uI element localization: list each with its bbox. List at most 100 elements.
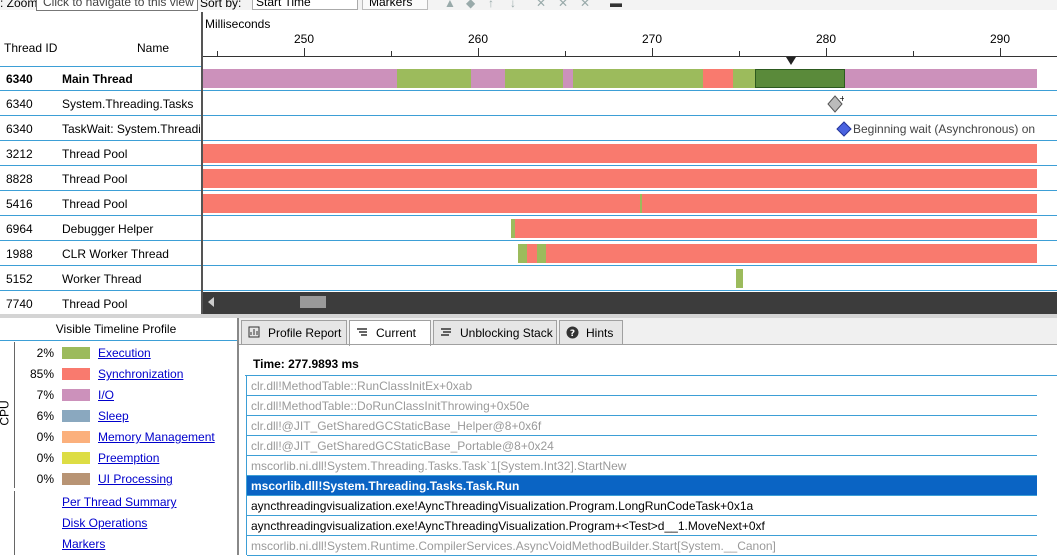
keyboard-icon[interactable]: ▬ [610,0,622,10]
profile-link[interactable]: Preemption [98,451,160,465]
color-swatch [62,347,90,359]
profile-pct: 6% [36,409,54,423]
disk-operations-link[interactable]: Disk Operations [62,516,148,530]
pane-splitter[interactable] [0,314,1057,318]
arrow-down-diamond-icon[interactable]: ◆ [466,0,476,10]
execution-segment[interactable] [640,194,642,213]
profile-item-io: 7% I/O [20,385,230,405]
synchronization-segment[interactable] [546,244,1037,263]
io-segment[interactable] [203,69,397,88]
sort-select[interactable]: Start Time [252,0,358,10]
profile-link[interactable]: I/O [98,388,115,402]
stack-frame[interactable]: clr.dll!@JIT_GetSharedGCStaticBase_Helpe… [247,416,1037,436]
thread-lane[interactable] [203,219,1037,238]
scroll-thumb[interactable] [300,296,326,308]
execution-segment[interactable] [505,69,563,88]
selected-execution-segment[interactable] [755,69,845,88]
thread-row-clr-worker[interactable]: 1988 CLR Worker Thread [0,241,1057,266]
profile-link[interactable]: UI Processing [98,472,173,486]
markers-button[interactable]: Markers [362,0,428,10]
stack-frame-selected[interactable]: mscorlib.dll!System.Threading.Tasks.Task… [247,476,1037,496]
thread-id: 5152 [6,272,33,286]
panel-divider[interactable] [237,318,239,555]
synchronization-segment[interactable] [203,144,1037,163]
tab-unblocking-stack[interactable]: Unblocking Stack [433,320,557,344]
time-cursor-marker[interactable] [786,57,796,65]
profile-link[interactable]: Execution [98,346,151,360]
synchronization-segment[interactable] [203,169,1037,188]
tab-label: Profile Report [268,326,342,340]
stack-frame[interactable]: clr.dll!@JIT_GetSharedGCStaticBase_Porta… [247,436,1037,456]
thread-lane[interactable] [203,144,1037,163]
thread-lane[interactable] [203,194,1037,213]
column-name[interactable]: Name [137,41,170,55]
io-segment[interactable] [471,69,505,88]
thread-row-pool-7740[interactable]: 7740 Thread Pool [0,291,1057,315]
navigate-tooltip: Click to navigate to this view [36,0,198,11]
profile-pct: 7% [36,388,54,402]
tab-current[interactable]: Current [349,320,431,346]
thread-lane[interactable] [203,69,1037,88]
thread-row-debugger[interactable]: 6964 Debugger Helper [0,216,1057,241]
thread-lane[interactable] [203,169,1037,188]
thread-lane[interactable] [203,269,1037,288]
marker-text: Beginning wait (Asynchronous) on [853,122,1036,136]
task-marker-icon[interactable]: + [826,94,846,113]
stack-frame[interactable]: ayncthreadingvisualization.exe!AyncThrea… [247,496,1037,516]
tab-profile-report[interactable]: Profile Report [241,320,347,344]
frame-text: clr.dll!@JIT_GetSharedGCStaticBase_Porta… [251,439,554,453]
horizontal-scrollbar[interactable] [203,292,1057,314]
execution-segment[interactable] [736,269,743,288]
thread-name: Main Thread [62,72,133,86]
stack-frame[interactable]: clr.dll!MethodTable::RunClassInitEx+0xab [247,376,1037,396]
color-swatch [62,410,90,422]
thread-row-worker[interactable]: 5152 Worker Thread [0,266,1057,291]
stack-frame[interactable]: mscorlib.ni.dll!System.Threading.Tasks.T… [247,456,1037,476]
stack-frame[interactable]: mscorlib.ni.dll!System.Runtime.CompilerS… [247,536,1037,556]
scroll-left-icon[interactable] [208,297,214,307]
thread-lane[interactable] [203,244,1037,263]
arrow-up-icon[interactable]: ↑ [488,0,494,10]
filter-all-icon[interactable]: ✕ [558,0,569,10]
io-segment[interactable] [845,69,1037,88]
row-separator [0,165,1057,166]
profile-link[interactable]: Sleep [98,409,129,423]
arrow-down-icon[interactable]: ↓ [510,0,516,10]
tick-label: 250 [293,32,315,46]
wait-marker-icon[interactable] [836,121,852,137]
profile-pct: 85% [29,367,54,381]
io-segment[interactable] [563,69,573,88]
stack-frame[interactable]: ayncthreadingvisualization.exe!AyncThrea… [247,516,1037,536]
execution-segment[interactable] [733,69,755,88]
execution-segment[interactable] [573,69,703,88]
synchronization-segment[interactable] [515,219,1037,238]
synchronization-segment[interactable] [203,194,1037,213]
markers-link[interactable]: Markers [62,537,106,551]
arrow-up-bar-icon[interactable]: ▲ [444,0,456,10]
frame-text: ayncthreadingvisualization.exe!AyncThrea… [251,499,754,513]
filter-icon[interactable]: ✕ [536,0,547,10]
execution-segment[interactable] [511,219,515,238]
minor-tick [913,51,914,56]
profile-link[interactable]: Synchronization [98,367,184,381]
thread-row-pool-8828[interactable]: 8828 Thread Pool [0,166,1057,191]
synchronization-segment[interactable] [703,69,733,88]
row-separator [0,190,1057,191]
thread-row-taskwait[interactable]: 6340 TaskWait: System.Threading.Tasks Be… [0,116,1057,141]
thread-row-pool-5416[interactable]: 5416 Thread Pool [0,191,1057,216]
profile-pct: 2% [36,346,54,360]
thread-row-tasks[interactable]: 6340 System.Threading.Tasks + [0,91,1057,116]
thread-row-pool-3212[interactable]: 3212 Thread Pool [0,141,1057,166]
frame-text: mscorlib.ni.dll!System.Threading.Tasks.T… [251,459,627,473]
synchronization-segment[interactable] [527,244,537,263]
per-thread-summary-link[interactable]: Per Thread Summary [62,495,177,509]
thread-name: Thread Pool [62,297,128,311]
column-thread-id[interactable]: Thread ID [4,41,58,55]
thread-name: System.Threading.Tasks [62,97,194,111]
profile-link[interactable]: Memory Management [98,430,215,444]
tab-hints[interactable]: ? Hints [559,320,623,344]
filter-clear-icon[interactable]: ✕ [580,0,591,10]
stack-frame[interactable]: clr.dll!MethodTable::DoRunClassInitThrow… [247,396,1037,416]
thread-row-main[interactable]: 6340 Main Thread [0,66,1057,91]
execution-segment[interactable] [397,69,471,88]
